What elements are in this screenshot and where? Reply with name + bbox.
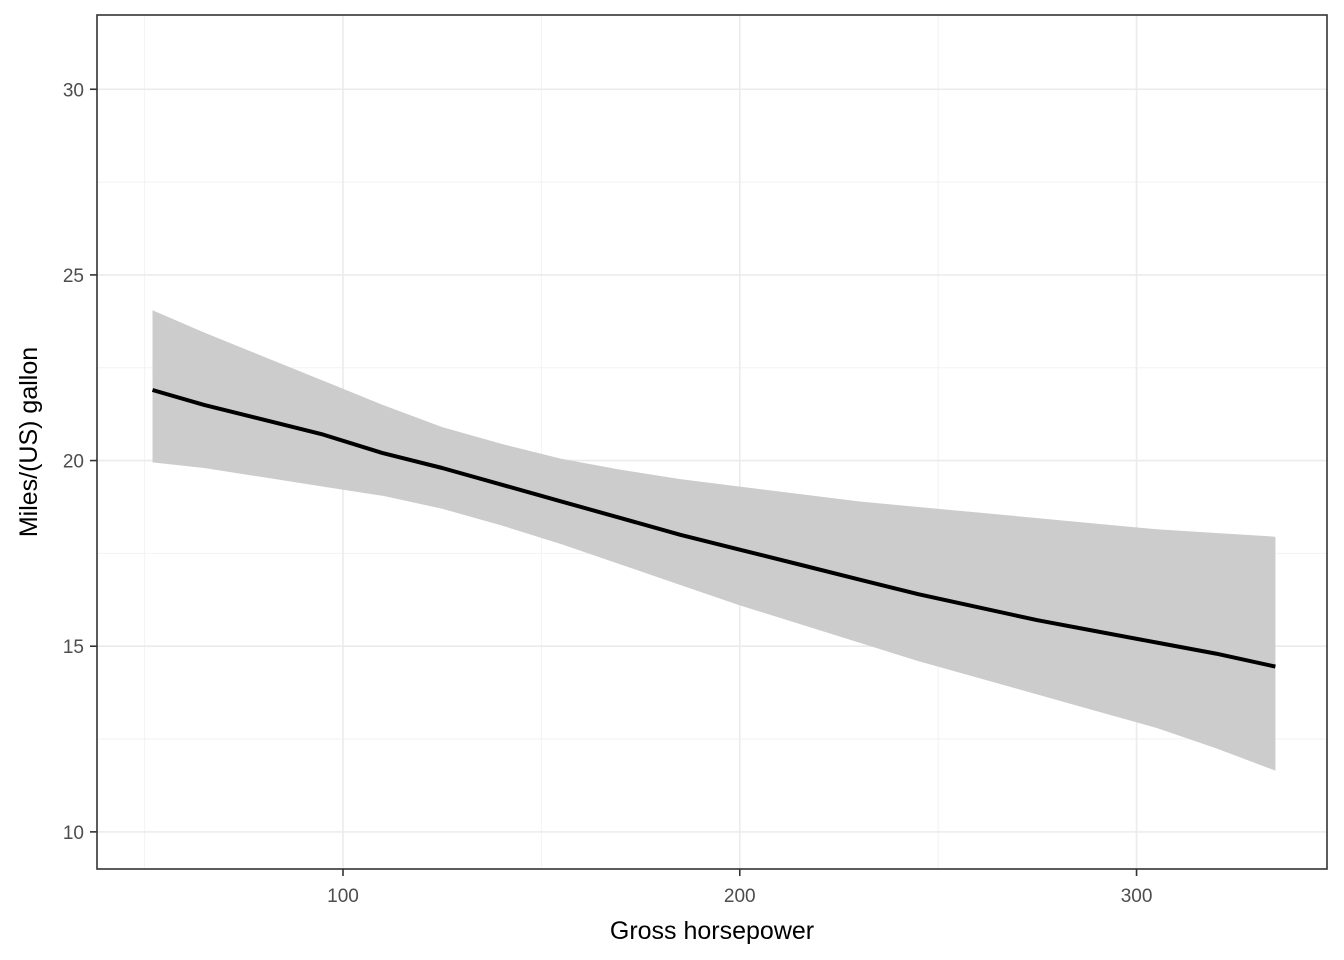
y-tick-label: 30 — [63, 80, 84, 101]
panel-border — [96, 14, 1328, 870]
y-tick-label: 25 — [63, 266, 84, 287]
x-axis: 100 200 300 — [327, 869, 1152, 907]
y-axis: 10 15 20 25 30 — [63, 80, 97, 844]
y-tick-label: 10 — [63, 823, 84, 844]
y-axis-title: Miles/(US) gallon — [15, 347, 43, 537]
x-tick-label: 200 — [724, 886, 756, 907]
trend-line — [151, 388, 1276, 669]
y-tick-label: 15 — [63, 637, 84, 658]
minor-gridlines — [97, 15, 1327, 869]
confidence-ribbon — [152, 310, 1276, 771]
major-gridlines — [97, 15, 1327, 869]
x-tick-label: 100 — [327, 886, 359, 907]
x-tick-label: 300 — [1121, 886, 1153, 907]
y-tick-label: 20 — [63, 452, 84, 473]
x-axis-title: Gross horsepower — [610, 917, 814, 945]
